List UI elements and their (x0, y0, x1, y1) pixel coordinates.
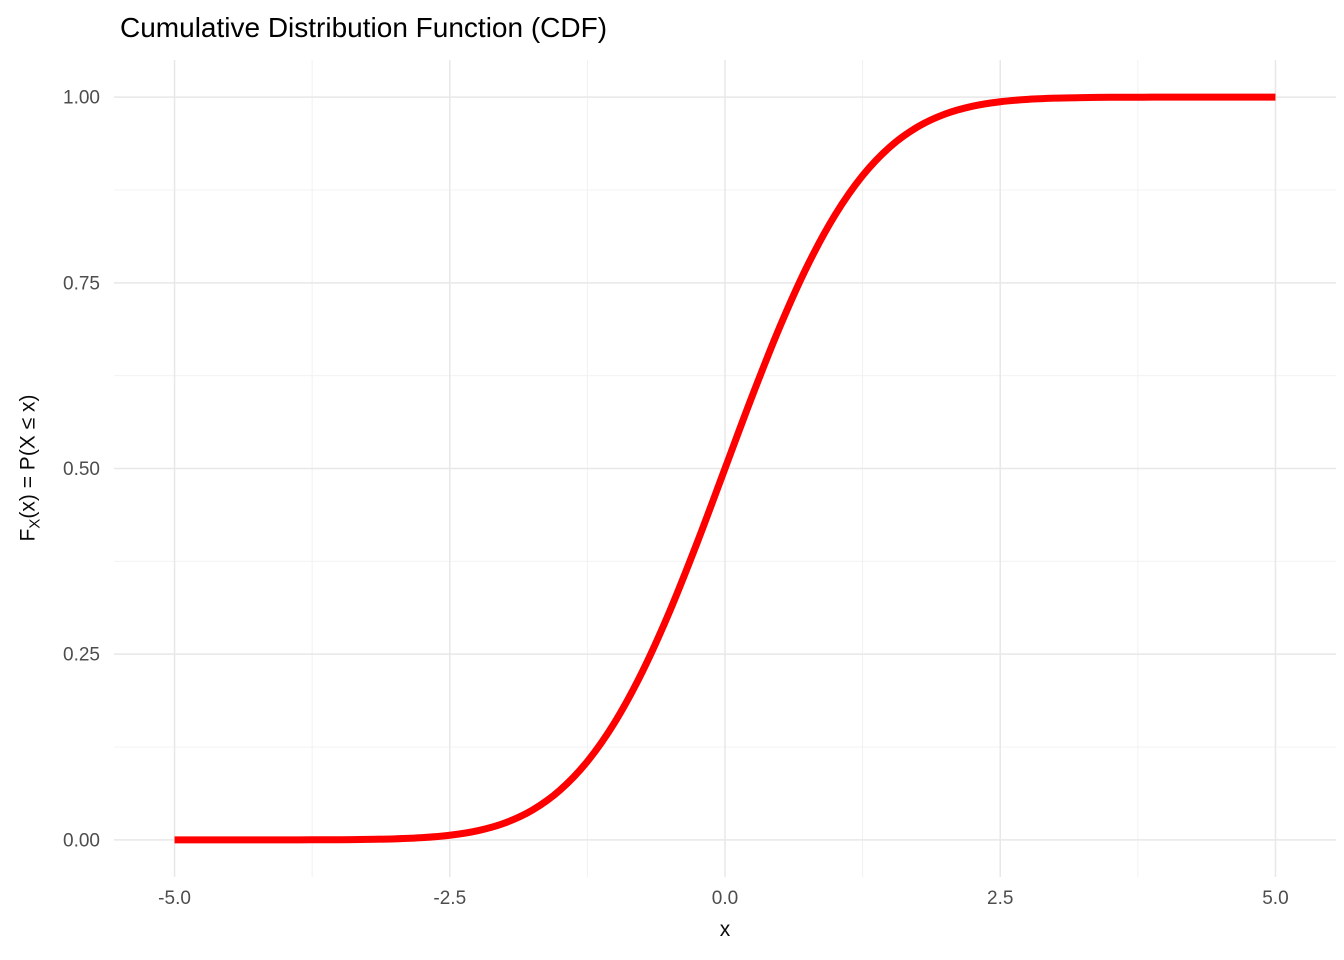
chart-title: Cumulative Distribution Function (CDF) (120, 12, 608, 43)
y-axis-title-prefix: F (16, 528, 40, 542)
y-tick-label: 0.50 (63, 459, 100, 480)
cdf-curve (174, 93, 1276, 844)
y-tick-label: 0.75 (63, 273, 100, 294)
y-tick-label: 1.00 (63, 88, 100, 109)
x-tick-label: -5.0 (158, 888, 191, 909)
x-tick-label: 0.0 (712, 888, 738, 909)
x-tick-label: 5.0 (1262, 888, 1288, 909)
x-tick-label: -2.5 (433, 888, 466, 909)
y-tick-label: 0.00 (63, 830, 100, 851)
x-axis-title: x (719, 918, 731, 941)
y-axis-title-subscript: X (26, 518, 44, 529)
y-axis-title-suffix: (x) = P(X ≤ x) (16, 394, 40, 519)
x-tick-label: 2.5 (987, 888, 1013, 909)
y-axis-title: FX(x) = P(X ≤ x) (16, 394, 43, 541)
y-tick-label: 0.25 (63, 645, 100, 666)
